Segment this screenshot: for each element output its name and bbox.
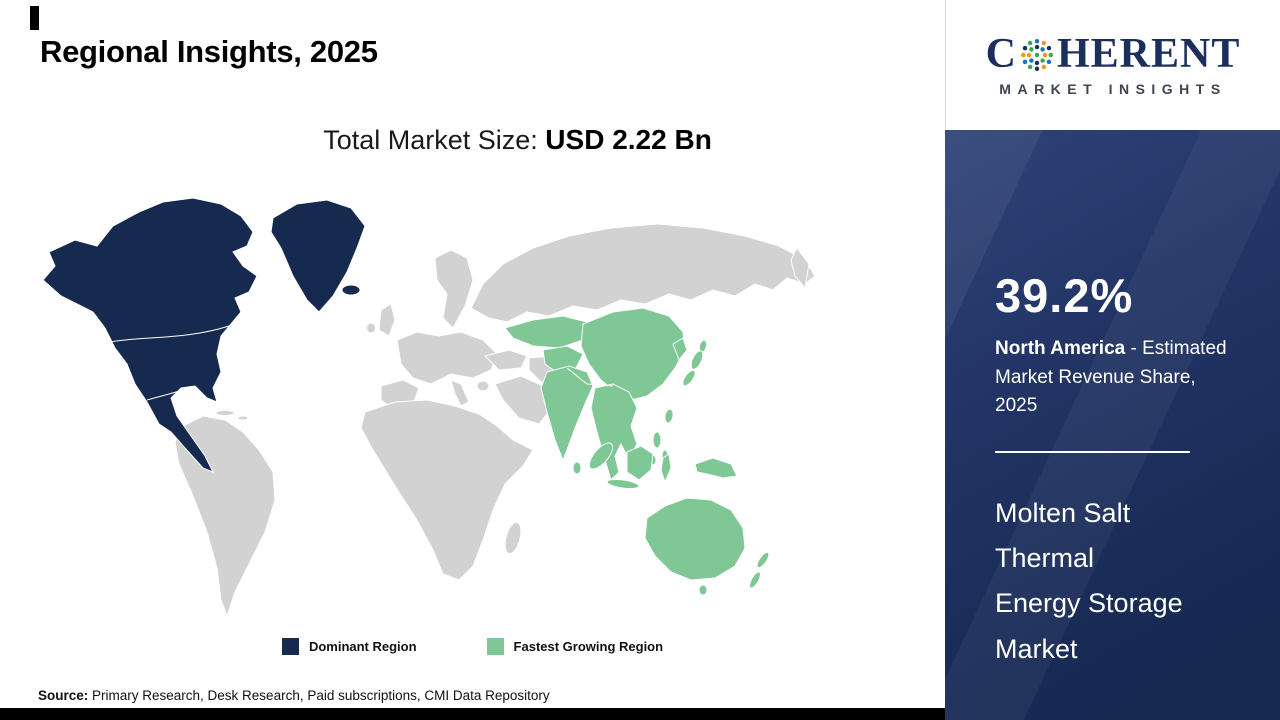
region-sri-lanka (572, 461, 582, 475)
brand-globe-icon (1020, 39, 1053, 71)
region-korea (672, 337, 688, 361)
legend-item-growing: Fastest Growing Region (486, 638, 664, 655)
brand-letter-c: C (985, 31, 1017, 77)
brand-wordmark: C HERENT (986, 33, 1241, 75)
market-name: Molten Salt Thermal Energy Storage Marke… (995, 497, 1183, 664)
region-europe (396, 331, 498, 385)
slide-accent-mark (30, 6, 39, 30)
region-india (540, 365, 594, 462)
region-uk (378, 303, 396, 337)
legend-item-dominant: Dominant Region (281, 638, 417, 655)
legend-label-growing: Fastest Growing Region (513, 639, 664, 654)
main-content: Regional Insights, 2025 Total Market Siz… (0, 6, 945, 720)
region-south-america (174, 415, 276, 618)
border-india-china (566, 367, 614, 387)
sidebar: C HERENT MARKET INSIGHTS (945, 0, 1280, 720)
region-china (580, 307, 686, 401)
brand-logo: C HERENT MARKET INSIGHTS (945, 0, 1280, 130)
sidebar-panel: 39.2% North America - Estimated Market R… (945, 130, 1280, 720)
region-central-asia (504, 315, 588, 349)
brand-tagline: MARKET INSIGHTS (999, 81, 1227, 97)
region-new-guinea (694, 457, 738, 479)
world-map (35, 188, 910, 628)
region-italy (450, 379, 470, 407)
region-russia (470, 223, 816, 323)
region-tasmania (698, 584, 708, 596)
market-share-text: - Estimated Market Revenue Share, 2025 (995, 338, 1227, 416)
region-africa (360, 399, 534, 581)
total-market-size: Total Market Size: USD 2.22 Bn (0, 124, 945, 156)
region-greece (476, 380, 490, 392)
source-text: Primary Research, Desk Research, Paid su… (88, 688, 550, 703)
region-philippines (652, 431, 662, 449)
source-note: Source: Primary Research, Desk Research,… (38, 688, 550, 703)
map-legend: Dominant Region Fastest Growing Region (0, 638, 945, 655)
total-market-size-label: Total Market Size: (323, 125, 538, 155)
region-rest-of-world (174, 223, 816, 618)
brand-letters-herent: HERENT (1056, 31, 1241, 77)
region-madagascar (504, 521, 522, 555)
sidebar-divider (995, 450, 1190, 453)
region-growing-asia-pacific (504, 307, 770, 596)
legend-label-dominant: Dominant Region (308, 639, 417, 654)
region-sulawesi (660, 453, 672, 484)
region-taiwan (664, 408, 674, 424)
total-market-size-value: USD 2.22 Bn (545, 124, 712, 155)
region-borneo (626, 445, 654, 481)
source-label: Source: (38, 688, 89, 703)
region-iceland (341, 284, 361, 296)
world-map-svg (42, 197, 816, 618)
region-kamchatka (790, 247, 810, 290)
legend-swatch-growing-icon (486, 638, 504, 655)
page-title: Regional Insights, 2025 (40, 34, 378, 69)
region-new-zealand (756, 551, 770, 569)
region-caribbean (215, 409, 235, 417)
legend-swatch-dominant-icon (281, 638, 299, 655)
border-us-mexico (146, 389, 184, 401)
region-australia (644, 497, 746, 581)
region-java (606, 478, 640, 490)
border-us-canada (108, 325, 230, 343)
region-greenland (270, 199, 366, 313)
region-arabia (494, 375, 556, 425)
market-share-description: North America - Estimated Market Revenue… (995, 335, 1240, 421)
region-indochina (590, 383, 638, 481)
region-north-america-mainland (42, 197, 258, 473)
region-sumatra (588, 442, 614, 470)
bottom-bar (0, 708, 945, 720)
region-scandinavia (434, 249, 474, 329)
region-dominant-north-america (42, 197, 366, 473)
region-turkey (484, 349, 528, 371)
market-share-region: North America (995, 338, 1126, 359)
market-share-value: 39.2% (995, 269, 1134, 322)
region-ireland (366, 322, 376, 334)
